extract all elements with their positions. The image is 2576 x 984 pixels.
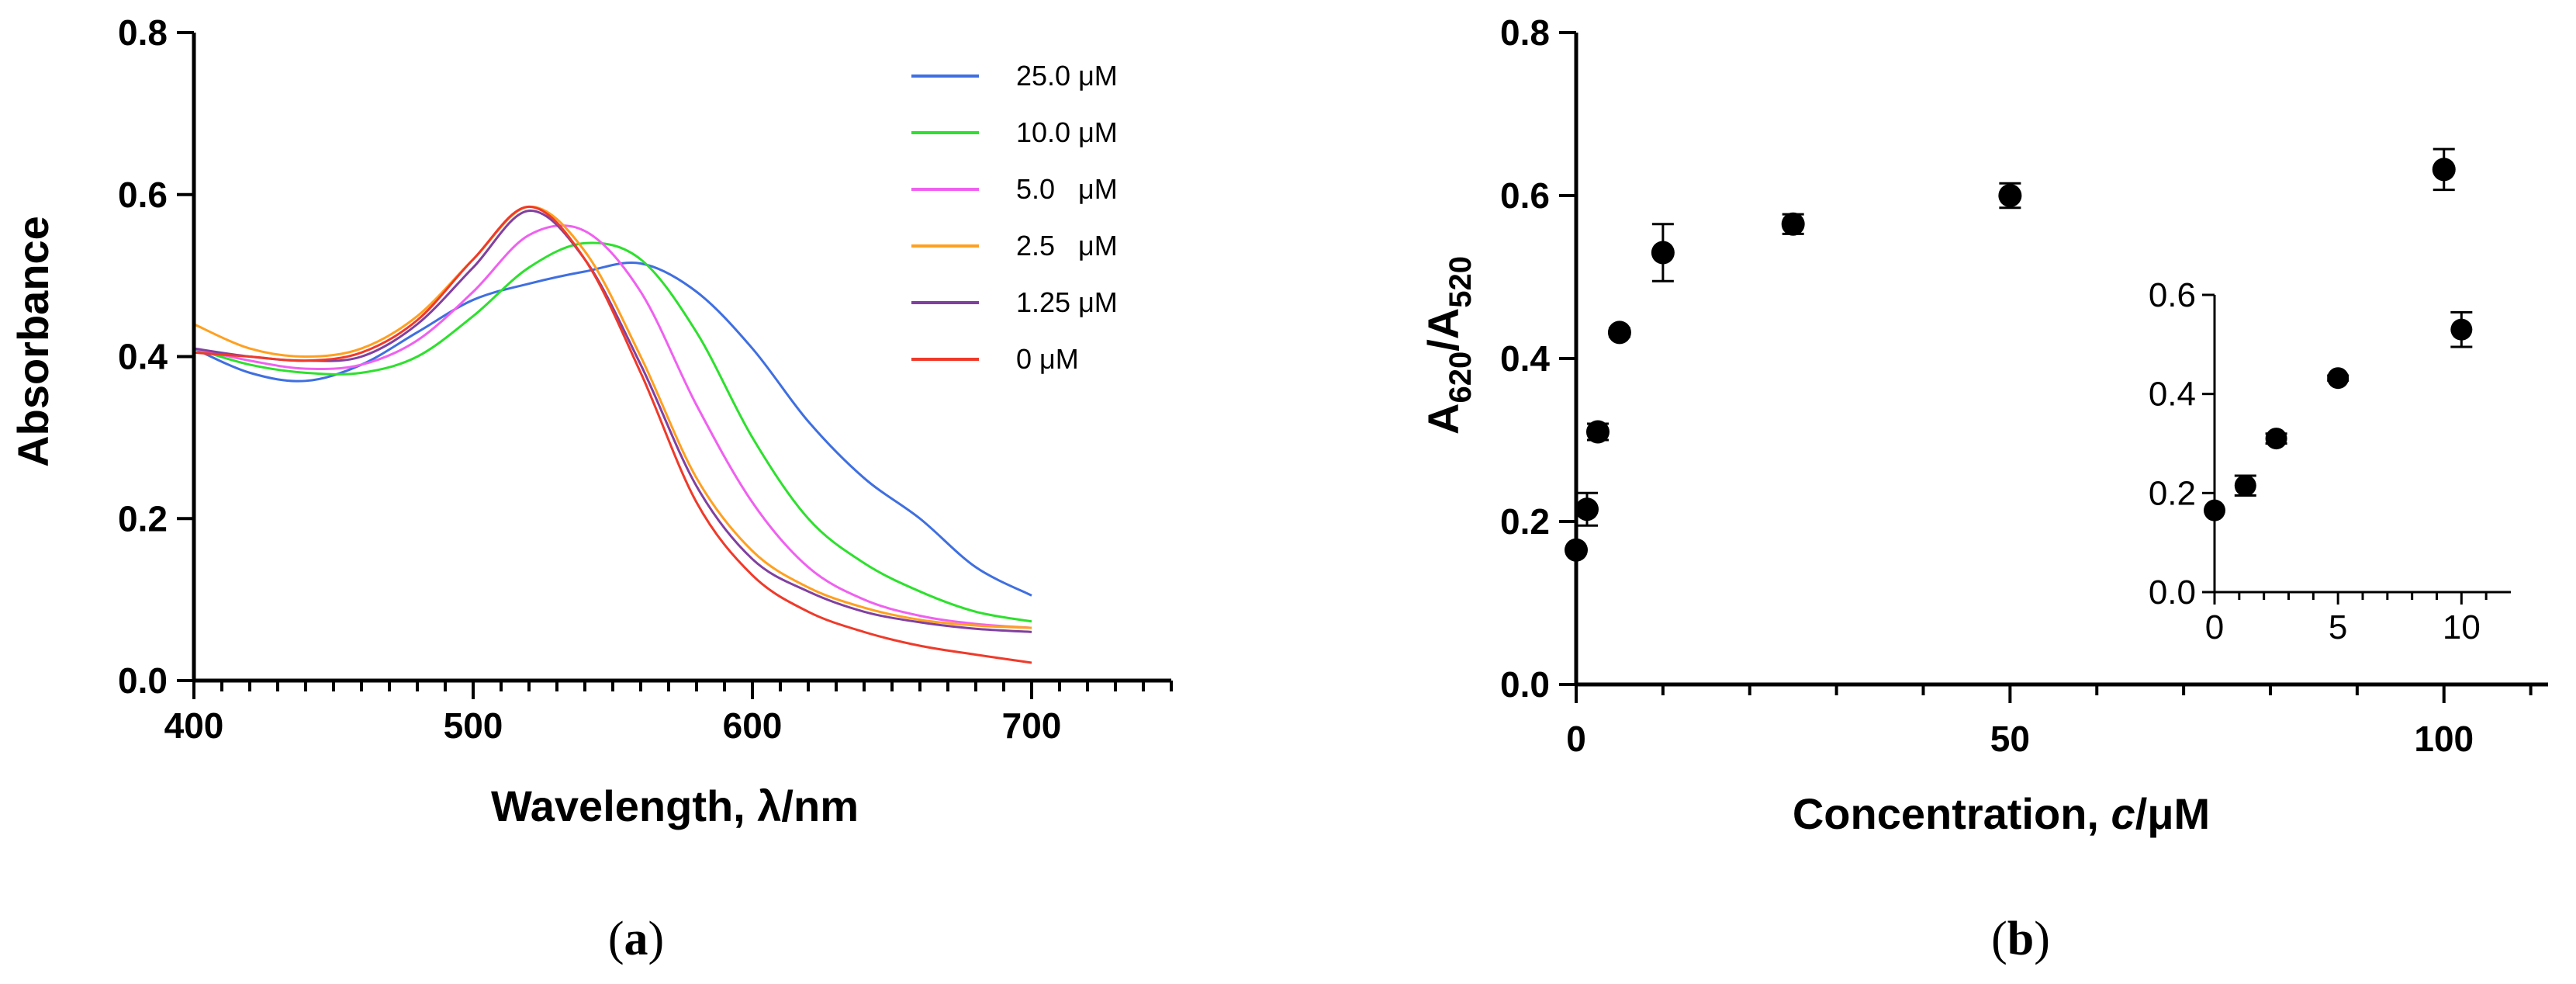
inset-y-tick-label: 0.0 [2149, 573, 2196, 612]
points-group-b [1565, 147, 2456, 562]
x-tick-label-b: 0 [1566, 719, 1586, 759]
inset-point-2 [2265, 428, 2287, 450]
b-point-4 [1651, 241, 1675, 265]
inset-point-1 [2234, 474, 2256, 497]
x-tick-label-a: 700 [1002, 705, 1062, 746]
b-point-6 [1998, 184, 2022, 207]
series-line-4 [193, 210, 1032, 633]
y-tick-label-a: 0.0 [118, 660, 168, 701]
inset-point-4 [2450, 318, 2473, 341]
legend-label-1: 10.0 μM [1016, 116, 1118, 148]
x-axis-label-a: Wavelength, λ/nm [491, 781, 859, 830]
b-point-3 [1607, 320, 1631, 345]
b-point-1 [1575, 497, 1599, 521]
series-line-1 [193, 241, 1032, 623]
legend-a: 25.0 μM 10.0 μM 5.0 μM 2.5 μM 1.25 μM 0 μM [911, 60, 1118, 375]
axes-a: 400 500 600 700 0.0 0.2 0.4 0.6 0.8 [118, 12, 1173, 746]
inset-y-tick-label: 0.2 [2149, 474, 2196, 512]
y-tick-label-b: 0.2 [1500, 501, 1550, 542]
inset-x-tick-label: 5 [2329, 608, 2347, 646]
series-line-3 [193, 205, 1032, 629]
inset-chart: 0 5 10 0.0 0.2 0.4 0.6 [2149, 276, 2511, 646]
inset-y-tick-label: 0.4 [2149, 376, 2196, 414]
y-tick-label-b: 0.4 [1500, 338, 1550, 379]
legend-label-5: 0 μM [1016, 343, 1079, 375]
x-axis-label-b: Concentration, c/μM [1793, 789, 2210, 838]
x-tick-label-a: 500 [444, 705, 503, 746]
inset-point-0 [2204, 499, 2225, 521]
x-tick-label-a: 400 [164, 705, 224, 746]
legend-label-3: 2.5 μM [1016, 230, 1118, 262]
panel-caption-a: (a) [608, 913, 664, 965]
y-axis-label-a: Absorbance [9, 216, 57, 467]
inset-x-tick-label: 10 [2443, 608, 2481, 646]
y-tick-label-a: 0.8 [118, 12, 168, 53]
y-axis-label-b: A620/A520 [1419, 256, 1478, 435]
inset-x-tick-label: 0 [2205, 608, 2224, 646]
series-line-5 [193, 205, 1032, 664]
y-tick-label-a: 0.2 [118, 498, 168, 539]
b-point-2 [1585, 420, 1610, 444]
y-tick-label-b: 0.8 [1500, 12, 1550, 53]
series-group-a [193, 205, 1032, 664]
x-tick-label-b: 100 [2414, 719, 2474, 759]
legend-label-2: 5.0 μM [1016, 173, 1118, 205]
x-tick-label-a: 600 [723, 705, 783, 746]
y-tick-label-a: 0.6 [118, 175, 168, 215]
series-line-0 [193, 262, 1032, 597]
legend-label-4: 1.25 μM [1016, 286, 1118, 318]
y-tick-label-a: 0.4 [118, 337, 168, 377]
inset-point-3 [2327, 367, 2350, 390]
b-point-0 [1565, 538, 1588, 562]
panel-caption-b: (b) [1991, 913, 2050, 965]
series-line-2 [193, 224, 1032, 629]
x-tick-label-b: 50 [1990, 719, 2030, 759]
chart-a: 400 500 600 700 0.0 0.2 0.4 0.6 0.8 Absorbance W… [9, 12, 1173, 965]
inset-y-tick-label: 0.6 [2149, 276, 2196, 314]
legend-label-0: 25.0 μM [1016, 60, 1118, 92]
y-tick-label-b: 0.6 [1500, 175, 1550, 216]
b-point-7 [2432, 158, 2456, 182]
b-point-5 [1781, 212, 1805, 236]
y-tick-label-b: 0.0 [1500, 664, 1550, 705]
